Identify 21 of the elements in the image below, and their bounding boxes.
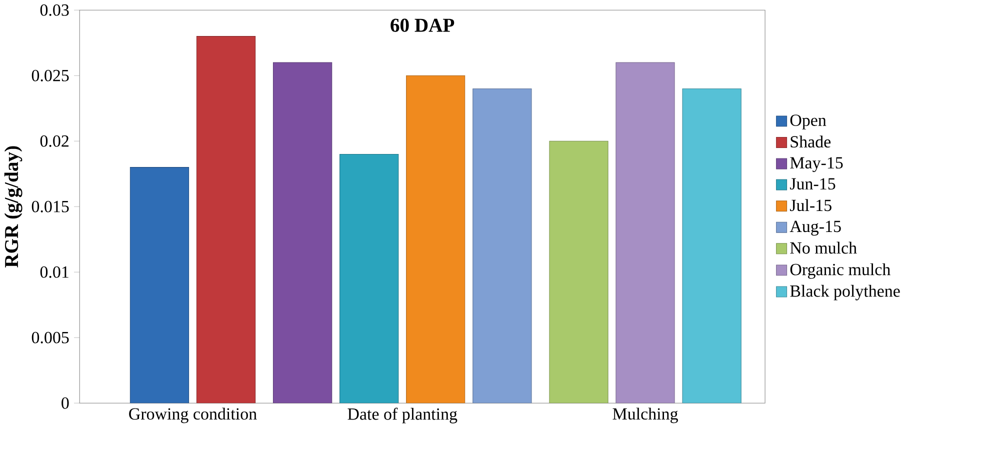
x-tick-label: Mulching xyxy=(612,408,678,424)
legend-label: Organic mulch xyxy=(790,263,890,279)
y-tick-label: 0.01 xyxy=(40,266,68,278)
legend-label: May-15 xyxy=(790,157,843,172)
y-tick-label: 0.025 xyxy=(32,70,69,82)
legend-label: Open xyxy=(790,114,826,130)
y-tick-label: 0.005 xyxy=(32,332,69,344)
chart-title: 60 DAP xyxy=(390,18,454,32)
x-tick-label: Growing condition xyxy=(129,408,257,424)
y-tick-label: 0.015 xyxy=(32,200,69,212)
y-tick-label: 0.03 xyxy=(40,4,69,16)
y-tick-label: 0.02 xyxy=(40,135,68,147)
legend-label: Shade xyxy=(790,136,831,148)
legend-label: Aug-15 xyxy=(790,220,841,236)
legend-label: Jun-15 xyxy=(790,178,836,190)
y-axis-title: RGR (g/g/day) xyxy=(4,146,22,268)
y-tick-label: 0 xyxy=(62,397,69,409)
legend-label: No mulch xyxy=(790,242,857,254)
legend-label: Jul-15 xyxy=(790,199,832,212)
legend-label: Black polythene xyxy=(790,284,900,300)
x-tick-label: Date of planting xyxy=(348,408,458,424)
